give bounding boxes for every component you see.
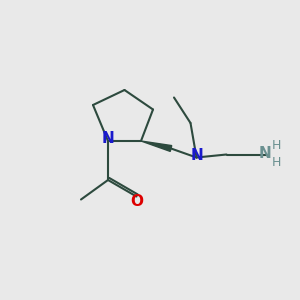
Text: N: N (102, 131, 114, 146)
Text: N: N (259, 146, 272, 160)
Text: H: H (271, 156, 281, 170)
Text: H: H (271, 139, 281, 152)
Polygon shape (141, 141, 172, 152)
Text: O: O (130, 194, 143, 208)
Text: N: N (190, 148, 203, 164)
